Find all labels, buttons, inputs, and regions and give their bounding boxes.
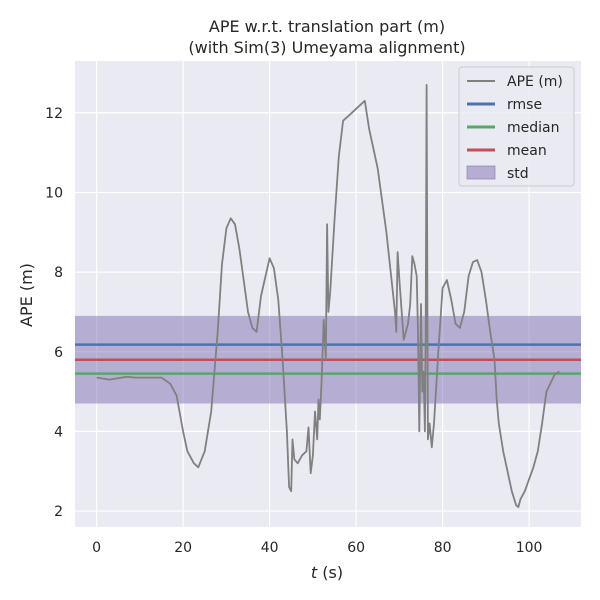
x-tick-label: 60 xyxy=(347,540,365,556)
legend-std-label: std xyxy=(507,166,529,182)
chart-subtitle: (with Sim(3) Umeyama alignment) xyxy=(188,38,465,57)
x-tick-label: 40 xyxy=(261,540,279,556)
y-tick-label: 8 xyxy=(54,265,63,281)
x-axis-unit: (s) xyxy=(317,563,343,582)
x-tick-label: 20 xyxy=(174,540,192,556)
x-axis-variable: t xyxy=(311,563,318,582)
y-axis-label: APE (m) xyxy=(17,263,36,327)
x-tick-label: 100 xyxy=(516,540,543,556)
y-tick-label: 2 xyxy=(54,504,63,520)
legend-ape-label: APE (m) xyxy=(507,74,563,90)
y-tick-label: 12 xyxy=(45,106,63,122)
y-tick-labels: 2 4 6 8 10 12 xyxy=(45,106,63,520)
legend-box xyxy=(458,66,575,187)
legend-median-label: median xyxy=(507,120,559,136)
legend-rmse-label: rmse xyxy=(507,97,542,113)
y-tick-label: 6 xyxy=(54,345,63,361)
x-axis-label: t (s) xyxy=(311,563,343,582)
ape-series-line xyxy=(96,84,560,509)
legend: APE (m) rmse median mean std xyxy=(458,66,575,187)
y-tick-label: 10 xyxy=(45,185,63,201)
chart-title: APE w.r.t. translation part (m) xyxy=(209,17,445,36)
x-tick-label: 0 xyxy=(92,540,101,556)
legend-mean-label: mean xyxy=(507,143,547,159)
legend-std-swatch xyxy=(466,165,496,180)
x-tick-labels: 0 20 40 60 80 100 xyxy=(92,540,542,556)
x-tick-label: 80 xyxy=(434,540,452,556)
y-tick-label: 4 xyxy=(54,424,63,440)
